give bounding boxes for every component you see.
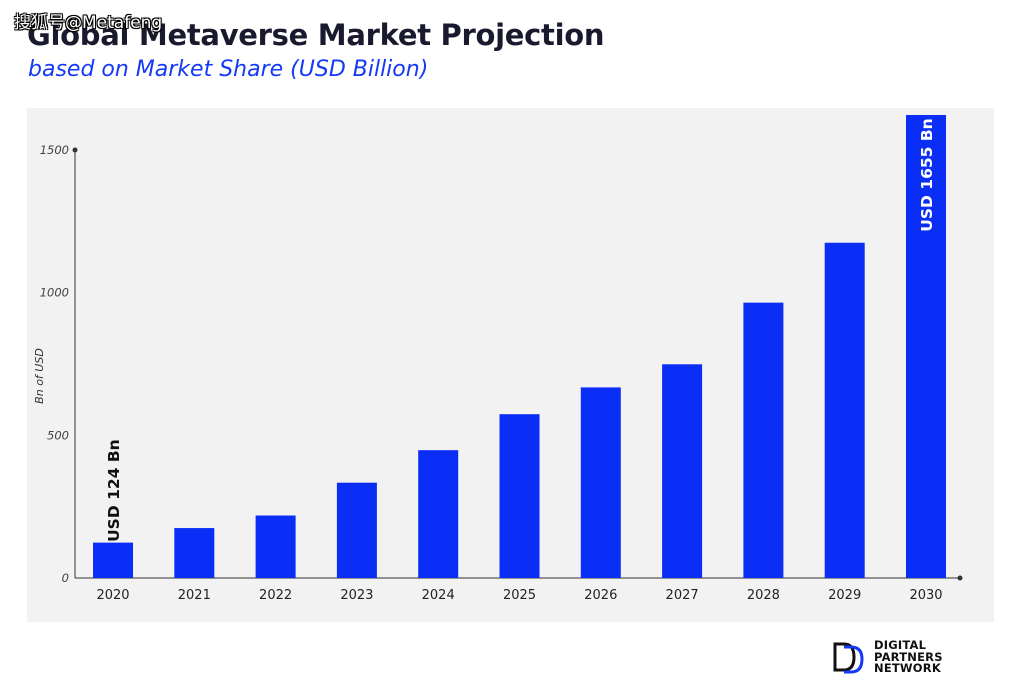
bar-2023	[336, 482, 377, 578]
logo-line-network: NETWORK	[874, 661, 941, 675]
bar-2029	[824, 242, 865, 578]
x-tick-label: 2026	[584, 588, 617, 603]
data-label: USD 124 Bn	[105, 439, 123, 542]
bar-2026	[580, 387, 621, 578]
x-tick-label: 2030	[909, 588, 942, 603]
x-tick-label: 2029	[828, 588, 861, 603]
bar-chart: 0 500 1000 1500 Bn of USD 2020 2021 2022 2023 202…	[33, 115, 963, 603]
digital-partners-network-logo-icon	[833, 642, 864, 674]
x-tick-label: 2028	[747, 588, 780, 603]
x-tick-label: 2024	[422, 588, 455, 603]
y-axis-title: Bn of USD	[33, 348, 46, 404]
chart-panel: 0 500 1000 1500 Bn of USD 2020 2021 2022 2023 202…	[27, 108, 994, 622]
bar-2021	[174, 528, 215, 578]
x-axis-end-dot	[957, 575, 963, 581]
x-tick-label: 2023	[340, 588, 373, 603]
bar-2028	[743, 302, 784, 578]
bar-2025	[499, 414, 540, 578]
y-axis-end-dot	[72, 147, 78, 153]
chart-subtitle: based on Market Share (USD Billion)	[28, 57, 429, 82]
bar-2027	[662, 364, 703, 578]
chart-title: Global Metaverse Market Projection	[27, 18, 605, 52]
x-tick-label: 2022	[259, 588, 292, 603]
y-tick-label: 500	[47, 428, 69, 442]
logo-line-digital: DIGITAL	[874, 638, 927, 652]
y-tick-label: 1500	[40, 143, 69, 157]
data-label: USD 1655 Bn	[918, 118, 936, 231]
company-logo: DIGITAL PARTNERS NETWORK	[832, 638, 962, 678]
y-tick-label: 0	[62, 571, 69, 585]
bar-2024	[418, 450, 459, 578]
bar-2030	[906, 115, 946, 578]
x-tick-label: 2020	[96, 588, 129, 603]
bar-2020	[93, 542, 133, 578]
logo-text: DIGITAL PARTNERS NETWORK	[874, 638, 943, 675]
x-tick-label: 2025	[503, 588, 536, 603]
bar-2022	[255, 515, 296, 578]
x-tick-label: 2021	[178, 588, 211, 603]
x-tick-label: 2027	[666, 588, 699, 603]
logo-line-partners: PARTNERS	[874, 649, 943, 664]
y-tick-label: 1000	[40, 286, 69, 300]
watermark: 搜狐号@Metafeng	[14, 13, 163, 33]
